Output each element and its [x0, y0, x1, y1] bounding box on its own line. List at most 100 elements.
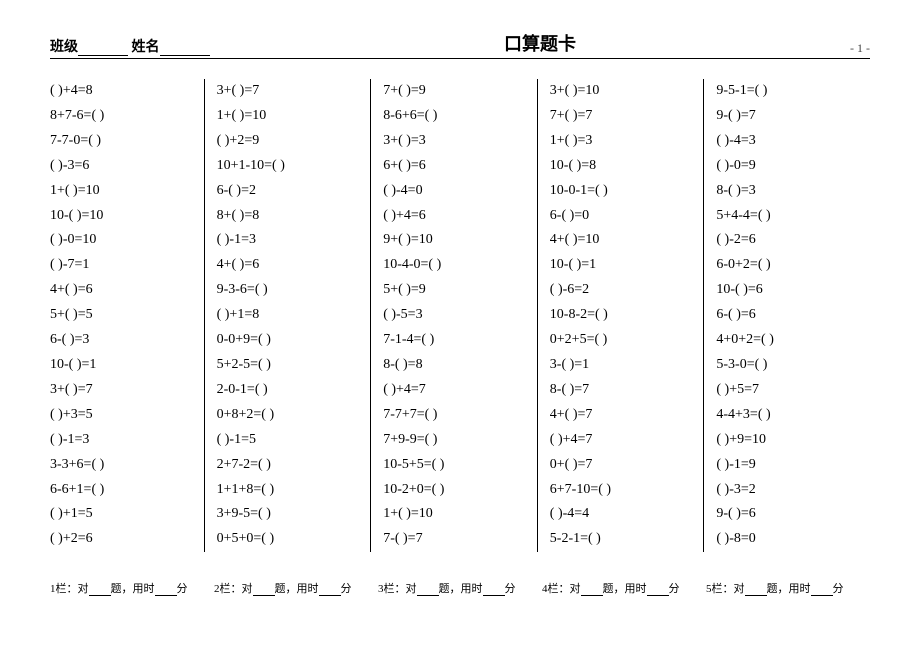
footer-prefix: 5栏：对: [706, 583, 745, 595]
footer-correct-blank[interactable]: [417, 585, 439, 596]
problem-row: 8+7-6=( ): [50, 104, 192, 129]
name-label: 姓名: [132, 40, 160, 55]
problem-row: 8+( )=8: [217, 204, 359, 229]
problem-row: 6-( )=3: [50, 328, 192, 353]
column-1: ( )+4=88+7-6=( )7-7-0=( )( )-3=61+( )=10…: [50, 79, 204, 552]
column-5: 9-5-1=( )9-( )=7( )-4=3( )-0=98-( )=35+4…: [703, 79, 870, 552]
problem-row: 10-8-2=( ): [550, 303, 692, 328]
problem-row: 0+( )=7: [550, 453, 692, 478]
footer-time-blank[interactable]: [483, 585, 505, 596]
footer-col-3: 3栏：对题，用时分: [378, 580, 542, 596]
problem-row: 7-( )=7: [383, 527, 525, 552]
problem-row: 6-( )=6: [716, 303, 858, 328]
problem-row: 3+( )=10: [550, 79, 692, 104]
problem-row: 7+( )=9: [383, 79, 525, 104]
problem-row: 4+( )=6: [50, 278, 192, 303]
problem-row: 0+2+5=( ): [550, 328, 692, 353]
problem-row: ( )-4=3: [716, 129, 858, 154]
column-3: 7+( )=98-6+6=( )3+( )=36+( )=6( )-4=0( )…: [370, 79, 537, 552]
problem-row: 8-6+6=( ): [383, 104, 525, 129]
problem-row: 1+( )=3: [550, 129, 692, 154]
problem-row: 10-( )=1: [50, 353, 192, 378]
problem-row: 8-( )=3: [716, 179, 858, 204]
footer-correct-blank[interactable]: [253, 585, 275, 596]
footer-correct-blank[interactable]: [581, 585, 603, 596]
problem-row: ( )-2=6: [716, 228, 858, 253]
column-2: 3+( )=71+( )=10( )+2=910+1-10=( )6-( )=2…: [204, 79, 371, 552]
problem-row: 9-( )=6: [716, 502, 858, 527]
worksheet-header: 班级 姓名 口算题卡 - 1 -: [50, 30, 870, 59]
problem-row: ( )-1=3: [50, 428, 192, 453]
name-blank[interactable]: [160, 42, 210, 56]
footer-prefix: 2栏：对: [214, 583, 253, 595]
problem-row: ( )-4=4: [550, 502, 692, 527]
problem-row: 3-( )=1: [550, 353, 692, 378]
footer-correct-blank[interactable]: [745, 585, 767, 596]
problem-row: 5+2-5=( ): [217, 353, 359, 378]
problem-row: 0+5+0=( ): [217, 527, 359, 552]
problem-row: 7+( )=7: [550, 104, 692, 129]
problem-row: 6+( )=6: [383, 154, 525, 179]
footer-col-4: 4栏：对题，用时分: [542, 580, 706, 596]
problem-row: ( )+4=7: [383, 378, 525, 403]
problem-row: 10-5+5=( ): [383, 453, 525, 478]
problem-row: ( )-5=3: [383, 303, 525, 328]
problem-row: 3+( )=7: [217, 79, 359, 104]
problem-row: 6-6+1=( ): [50, 478, 192, 503]
footer-correct-blank[interactable]: [89, 585, 111, 596]
footer-time-blank[interactable]: [647, 585, 669, 596]
problem-row: 5-2-1=( ): [550, 527, 692, 552]
footer-mid: 题，用时: [767, 583, 811, 595]
problem-row: ( )+1=8: [217, 303, 359, 328]
column-4: 3+( )=107+( )=71+( )=310-( )=810-0-1=( )…: [537, 79, 704, 552]
problem-row: 3+9-5=( ): [217, 502, 359, 527]
footer-mid: 题，用时: [439, 583, 483, 595]
problem-row: 10-( )=8: [550, 154, 692, 179]
footer-suffix: 分: [177, 583, 188, 595]
problem-row: 4+( )=10: [550, 228, 692, 253]
problem-row: 2+7-2=( ): [217, 453, 359, 478]
problem-row: ( )-3=6: [50, 154, 192, 179]
footer-mid: 题，用时: [275, 583, 319, 595]
problem-row: 6-( )=0: [550, 204, 692, 229]
footer-time-blank[interactable]: [319, 585, 341, 596]
footer-mid: 题，用时: [603, 583, 647, 595]
problem-row: 8-( )=8: [383, 353, 525, 378]
problem-row: 9-3-6=( ): [217, 278, 359, 303]
problem-row: 2-0-1=( ): [217, 378, 359, 403]
footer-time-blank[interactable]: [811, 585, 833, 596]
problem-row: ( )-6=2: [550, 278, 692, 303]
class-blank[interactable]: [78, 42, 128, 56]
header-left: 班级 姓名: [50, 36, 290, 56]
problem-row: 5+( )=9: [383, 278, 525, 303]
problem-row: 1+( )=10: [50, 179, 192, 204]
problem-row: 7-7+7=( ): [383, 403, 525, 428]
problem-columns: ( )+4=88+7-6=( )7-7-0=( )( )-3=61+( )=10…: [50, 79, 870, 552]
footer-suffix: 分: [833, 583, 844, 595]
problem-row: ( )-7=1: [50, 253, 192, 278]
problem-row: 5-3-0=( ): [716, 353, 858, 378]
problem-row: 10-( )=1: [550, 253, 692, 278]
footer-col-2: 2栏：对题，用时分: [214, 580, 378, 596]
footer-time-blank[interactable]: [155, 585, 177, 596]
problem-row: 10-4-0=( ): [383, 253, 525, 278]
problem-row: ( )+4=8: [50, 79, 192, 104]
problem-row: 1+1+8=( ): [217, 478, 359, 503]
footer-prefix: 3栏：对: [378, 583, 417, 595]
footer-prefix: 4栏：对: [542, 583, 581, 595]
problem-row: 10-2+0=( ): [383, 478, 525, 503]
problem-row: 6-0+2=( ): [716, 253, 858, 278]
problem-row: ( )-4=0: [383, 179, 525, 204]
problem-row: ( )+1=5: [50, 502, 192, 527]
problem-row: 4+( )=7: [550, 403, 692, 428]
problem-row: 6+7-10=( ): [550, 478, 692, 503]
problem-row: ( )+2=9: [217, 129, 359, 154]
problem-row: 8-( )=7: [550, 378, 692, 403]
problem-row: 4+0+2=( ): [716, 328, 858, 353]
problem-row: ( )-1=9: [716, 453, 858, 478]
problem-row: 1+( )=10: [383, 502, 525, 527]
problem-row: ( )-0=9: [716, 154, 858, 179]
worksheet-title: 口算题卡: [290, 30, 790, 56]
problem-row: 0-0+9=( ): [217, 328, 359, 353]
problem-row: ( )+5=7: [716, 378, 858, 403]
